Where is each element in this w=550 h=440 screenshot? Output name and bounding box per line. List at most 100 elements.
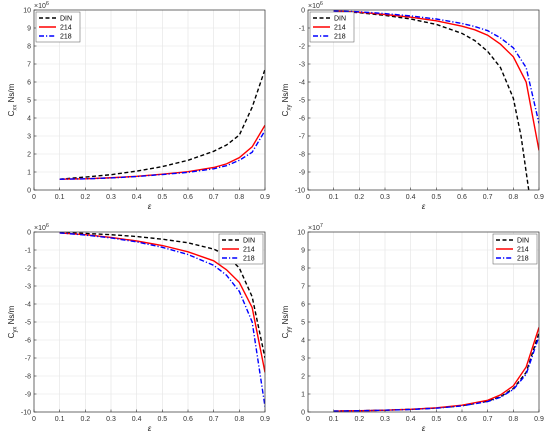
y-tick-label: 6 bbox=[301, 301, 305, 308]
y-tick-label: -5 bbox=[299, 97, 305, 104]
y-tick-label: 10 bbox=[23, 7, 31, 14]
y-tick-label: 6 bbox=[27, 79, 31, 86]
x-tick-label: 0.2 bbox=[354, 416, 364, 423]
series-line-DIN bbox=[59, 232, 265, 359]
legend: DIN 214 218 bbox=[492, 233, 538, 265]
legend: DIN 214 218 bbox=[309, 11, 355, 43]
x-tick-label: 0.6 bbox=[457, 416, 467, 423]
x-tick-label: 0.9 bbox=[260, 194, 270, 201]
x-tick-label: 0.4 bbox=[132, 416, 142, 423]
series-line-218 bbox=[59, 232, 265, 407]
y-tick-label: -1 bbox=[299, 25, 305, 32]
x-tick-label: 0.3 bbox=[106, 416, 116, 423]
y-tick-label: -4 bbox=[299, 79, 305, 86]
x-tick-label: 0.4 bbox=[132, 194, 142, 201]
x-tick-label: 0.7 bbox=[483, 416, 493, 423]
y-tick-label: 9 bbox=[301, 247, 305, 254]
y-tick-label: -2 bbox=[299, 43, 305, 50]
x-tick-label: 0.7 bbox=[209, 416, 219, 423]
y-tick-label: 5 bbox=[27, 97, 31, 104]
x-axis-label: ε bbox=[148, 202, 152, 211]
legend-label-DIN: DIN bbox=[243, 237, 255, 244]
x-tick-label: 0.6 bbox=[183, 194, 193, 201]
x-tick-label: 0.9 bbox=[260, 416, 270, 423]
y-tick-label: 3 bbox=[27, 133, 31, 140]
legend-label-DIN: DIN bbox=[517, 237, 529, 244]
y-tick-label: -6 bbox=[299, 115, 305, 122]
axis-exponent: ×106 bbox=[308, 1, 323, 10]
y-tick-label: -9 bbox=[299, 169, 305, 176]
y-tick-label: 10 bbox=[297, 229, 305, 236]
x-axis-label: ε bbox=[422, 202, 426, 211]
y-tick-label: 0 bbox=[301, 409, 305, 416]
y-tick-label: -4 bbox=[25, 301, 31, 308]
x-tick-label: 0.1 bbox=[329, 194, 339, 201]
y-tick-label: 8 bbox=[301, 265, 305, 272]
x-tick-label: 0.9 bbox=[534, 194, 544, 201]
x-tick-label: 0.2 bbox=[80, 416, 90, 423]
x-tick-label: 0.8 bbox=[508, 416, 518, 423]
legend-label-214: 214 bbox=[334, 24, 346, 31]
y-tick-label: 2 bbox=[301, 373, 305, 380]
x-tick-label: 0.4 bbox=[406, 416, 416, 423]
x-tick-label: 0.3 bbox=[380, 194, 390, 201]
axis-exponent: ×106 bbox=[34, 223, 49, 232]
legend-label-DIN: DIN bbox=[60, 15, 72, 22]
y-axis-label: Cxx Ns/m bbox=[7, 83, 19, 116]
y-tick-label: 0 bbox=[27, 187, 31, 194]
x-tick-label: 0.3 bbox=[380, 416, 390, 423]
y-tick-label: 0 bbox=[301, 7, 305, 14]
y-tick-label: -9 bbox=[25, 391, 31, 398]
legend-label-214: 214 bbox=[60, 24, 72, 31]
x-tick-label: 0 bbox=[306, 416, 310, 423]
chart-cyx: 0 0.1 0.2 0.3 0.4 0.5 0.6 0.7 0.8 0.9-10-9-8-7-6-… bbox=[7, 223, 270, 433]
y-tick-label: -7 bbox=[25, 355, 31, 362]
y-tick-label: -6 bbox=[25, 337, 31, 344]
chart-cxx: 0 0.1 0.2 0.3 0.4 0.5 0.6 0.7 0.8 0.9 0 1 2 3 4 5 6 7 8 9 10… bbox=[7, 1, 270, 211]
y-tick-label: 4 bbox=[27, 115, 31, 122]
y-tick-label: 5 bbox=[301, 319, 305, 326]
series-line-218 bbox=[59, 130, 265, 180]
y-tick-label: -7 bbox=[299, 133, 305, 140]
series-line-214 bbox=[333, 10, 539, 151]
chart-cxy: 0 0.1 0.2 0.3 0.4 0.5 0.6 0.7 0.8 0.9-10-9-8-7-6-… bbox=[281, 1, 544, 211]
x-tick-label: 0 bbox=[32, 416, 36, 423]
x-tick-label: 0.1 bbox=[329, 416, 339, 423]
y-axis-label: Cyx Ns/m bbox=[7, 305, 19, 338]
x-tick-label: 0 bbox=[32, 194, 36, 201]
series-line-218 bbox=[333, 10, 539, 124]
x-tick-label: 0.6 bbox=[457, 194, 467, 201]
y-tick-label: 9 bbox=[27, 25, 31, 32]
legend: DIN 214 218 bbox=[35, 11, 81, 43]
x-tick-label: 0.5 bbox=[431, 416, 441, 423]
x-tick-label: 0.6 bbox=[183, 416, 193, 423]
x-tick-label: 0.2 bbox=[80, 194, 90, 201]
legend-label-218: 218 bbox=[517, 255, 529, 262]
y-tick-label: -8 bbox=[25, 373, 31, 380]
legend-label-DIN: DIN bbox=[334, 15, 346, 22]
y-tick-label: -8 bbox=[299, 151, 305, 158]
x-tick-label: 0.9 bbox=[534, 416, 544, 423]
chart-cyy: 0 0.1 0.2 0.3 0.4 0.5 0.6 0.7 0.8 0.9 0 1 2 3 4 5 6 7 8 9 10… bbox=[281, 223, 544, 433]
x-tick-label: 0.2 bbox=[354, 194, 364, 201]
x-tick-label: 0 bbox=[306, 194, 310, 201]
legend: DIN 214 218 bbox=[218, 233, 264, 265]
y-tick-label: 1 bbox=[301, 391, 305, 398]
x-tick-label: 0.5 bbox=[431, 194, 441, 201]
x-tick-label: 0.4 bbox=[406, 194, 416, 201]
y-axis-label: Cxy Ns/m bbox=[281, 83, 293, 116]
y-tick-label: 2 bbox=[27, 151, 31, 158]
y-tick-label: -2 bbox=[25, 265, 31, 272]
y-tick-label: -1 bbox=[25, 247, 31, 254]
y-tick-label: 8 bbox=[27, 43, 31, 50]
x-tick-label: 0.7 bbox=[483, 194, 493, 201]
y-tick-label: 1 bbox=[27, 169, 31, 176]
legend-label-218: 218 bbox=[243, 255, 255, 262]
x-tick-label: 0.1 bbox=[55, 194, 65, 201]
x-tick-label: 0.5 bbox=[157, 194, 167, 201]
x-tick-label: 0.7 bbox=[209, 194, 219, 201]
axis-exponent: ×107 bbox=[308, 223, 323, 232]
legend-label-214: 214 bbox=[517, 246, 529, 253]
y-tick-label: -3 bbox=[25, 283, 31, 290]
